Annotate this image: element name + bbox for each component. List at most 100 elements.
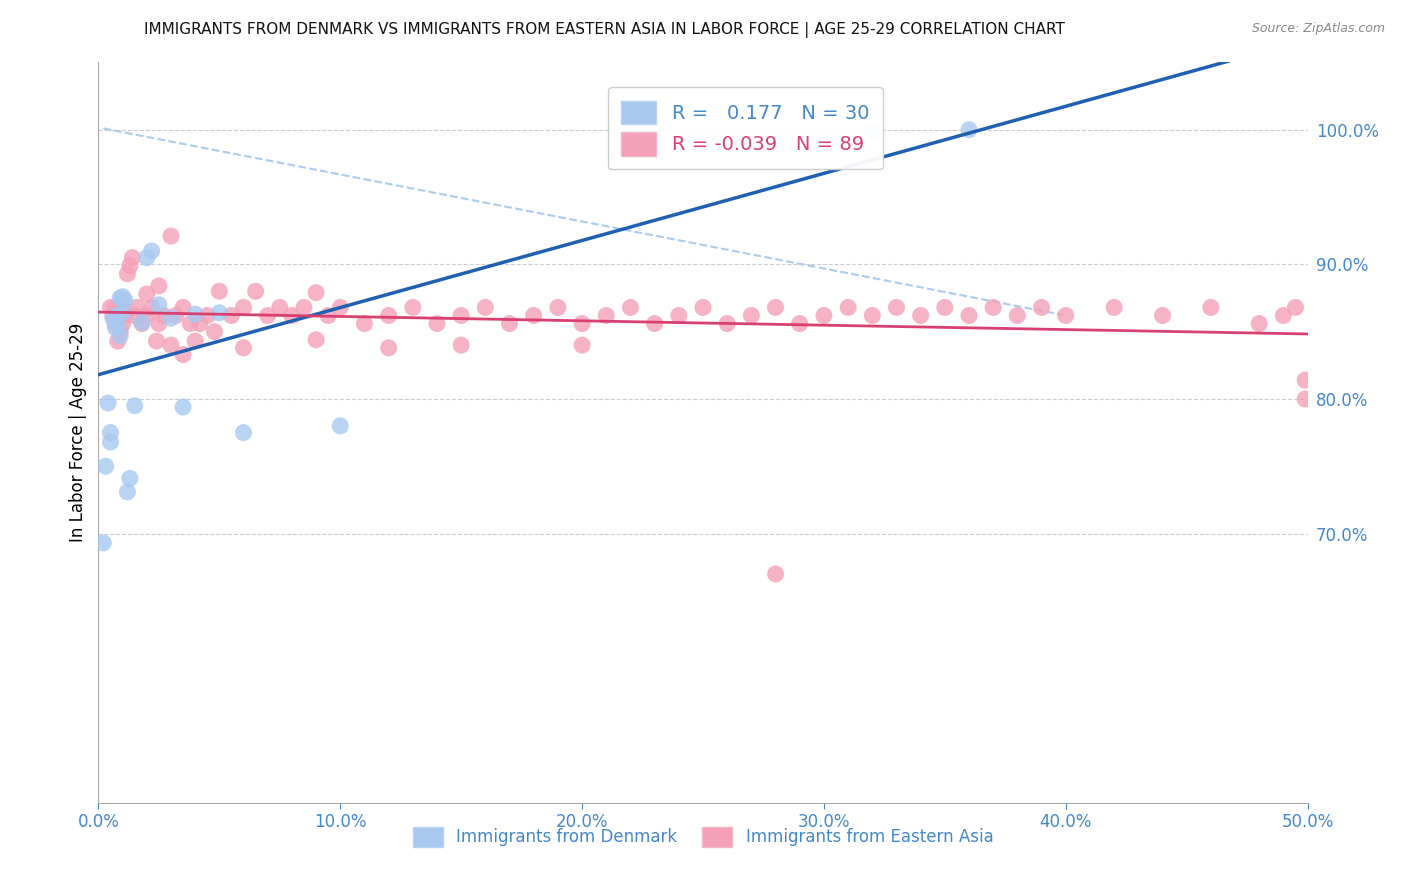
Point [886, 301, 908, 315]
Point [837, 301, 859, 315]
Point [316, 309, 339, 323]
Point [595, 309, 617, 323]
Point [644, 317, 666, 331]
Point [474, 301, 496, 315]
Point [981, 301, 1004, 315]
Point [450, 338, 472, 352]
Point [111, 306, 134, 320]
Point [172, 400, 194, 414]
Point [160, 311, 183, 326]
Point [107, 334, 129, 348]
Point [184, 334, 207, 348]
Point [117, 484, 139, 499]
Point [165, 309, 187, 323]
Point [232, 425, 254, 440]
Point [111, 301, 134, 315]
Point [377, 309, 399, 323]
Point [329, 301, 352, 315]
Point [108, 291, 131, 305]
Point [108, 309, 131, 323]
Point [1294, 373, 1316, 387]
Point [135, 287, 157, 301]
Point [160, 229, 183, 244]
Point [1272, 309, 1295, 323]
Point [523, 309, 546, 323]
Point [1284, 301, 1306, 315]
Point [281, 309, 304, 323]
Point [188, 317, 211, 331]
Point [256, 309, 278, 323]
Point [148, 317, 170, 331]
Point [100, 435, 122, 450]
Point [111, 317, 134, 331]
Point [292, 301, 315, 315]
Point [141, 244, 163, 258]
Point [547, 301, 569, 315]
Point [145, 334, 167, 348]
Point [111, 290, 134, 304]
Point [571, 338, 593, 352]
Point [619, 301, 641, 315]
Point [668, 309, 690, 323]
Point [232, 301, 254, 315]
Legend: Immigrants from Denmark, Immigrants from Eastern Asia: Immigrants from Denmark, Immigrants from… [406, 820, 1000, 854]
Point [765, 301, 787, 315]
Point [127, 301, 149, 315]
Point [104, 317, 127, 331]
Point [107, 309, 129, 323]
Text: IMMIGRANTS FROM DENMARK VS IMMIGRANTS FROM EASTERN ASIA IN LABOR FORCE | AGE 25-: IMMIGRANTS FROM DENMARK VS IMMIGRANTS FR… [145, 22, 1064, 38]
Point [1054, 309, 1077, 323]
Point [204, 325, 226, 339]
Point [1007, 309, 1029, 323]
Text: Source: ZipAtlas.com: Source: ZipAtlas.com [1251, 22, 1385, 36]
Point [107, 309, 129, 323]
Point [94, 459, 117, 474]
Point [195, 309, 218, 323]
Point [131, 315, 153, 329]
Point [716, 317, 738, 331]
Point [910, 309, 932, 323]
Point [104, 310, 127, 324]
Point [114, 293, 136, 308]
Point [692, 301, 714, 315]
Point [101, 311, 124, 326]
Point [114, 309, 136, 323]
Point [934, 301, 956, 315]
Point [148, 279, 170, 293]
Point [135, 251, 157, 265]
Point [305, 333, 328, 347]
Point [184, 307, 207, 321]
Point [141, 301, 163, 315]
Point [179, 317, 201, 331]
Point [232, 341, 254, 355]
Point [135, 309, 157, 323]
Point [1031, 301, 1053, 315]
Point [221, 309, 243, 323]
Point [498, 317, 520, 331]
Point [1294, 392, 1316, 406]
Point [121, 251, 143, 265]
Point [124, 399, 146, 413]
Point [101, 309, 124, 323]
Point [789, 317, 811, 331]
Point [118, 471, 141, 485]
Point [148, 298, 170, 312]
Point [450, 309, 472, 323]
Point [1152, 309, 1174, 323]
Point [152, 309, 174, 323]
Point [91, 536, 114, 550]
Point [305, 285, 328, 300]
Point [100, 301, 122, 315]
Point [353, 317, 375, 331]
Point [1249, 317, 1271, 331]
Point [97, 396, 120, 410]
Point [329, 418, 352, 433]
Point [108, 325, 131, 339]
Point [117, 267, 139, 281]
Point [104, 301, 127, 315]
Point [402, 301, 425, 315]
Point [813, 309, 835, 323]
Point [377, 341, 399, 355]
Point [1102, 301, 1125, 315]
Point [172, 301, 194, 315]
